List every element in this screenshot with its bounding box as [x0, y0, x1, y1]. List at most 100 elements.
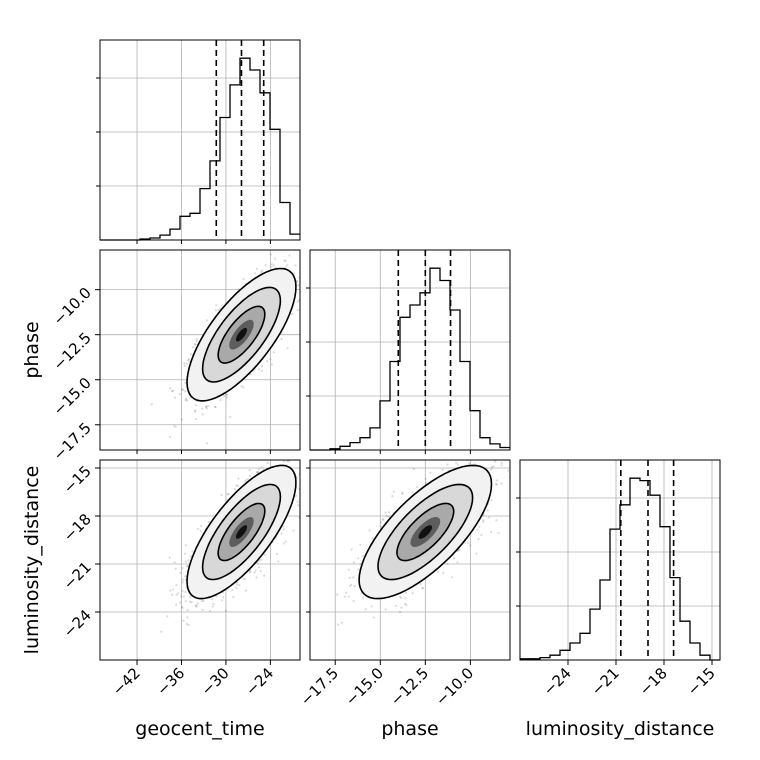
sample-point: [169, 589, 172, 592]
sample-point: [478, 525, 481, 528]
sample-point: [296, 500, 299, 503]
sample-point: [475, 552, 478, 555]
sample-point: [191, 550, 194, 553]
sample-point: [255, 471, 259, 474]
sample-point: [255, 576, 258, 579]
sample-point: [226, 393, 229, 396]
grid-lines: [100, 460, 300, 660]
sample-point: [347, 595, 350, 598]
x-tick-label-geocent_time: −36: [153, 664, 188, 699]
sample-point: [219, 399, 222, 402]
panel-frame: [99, 39, 301, 241]
sample-point: [184, 398, 187, 401]
sample-point: [380, 525, 383, 528]
y-tick-label-luminosity_distance: −24: [60, 606, 95, 641]
sample-point: [181, 388, 184, 391]
sample-point: [480, 534, 483, 537]
sample-point: [215, 595, 218, 598]
histogram-geocent_time: [100, 57, 300, 241]
sample-point: [204, 405, 208, 409]
sample-point: [253, 571, 256, 574]
sample-point: [495, 447, 497, 449]
y-tick-label-phase: −10.0: [50, 284, 95, 329]
sample-point: [307, 250, 309, 252]
sample-point: [173, 396, 176, 399]
sample-point: [180, 605, 183, 608]
sample-point: [285, 451, 287, 453]
sample-point: [220, 493, 223, 497]
sample-point: [399, 611, 402, 614]
y-tick-label-luminosity_distance: −15: [60, 462, 95, 497]
sample-point: [513, 468, 515, 470]
sample-point: [184, 381, 187, 384]
y-tick-label-phase: −15.0: [50, 374, 95, 419]
sample-point: [379, 521, 382, 524]
sample-point: [195, 340, 198, 343]
sample-point: [490, 499, 493, 502]
sample-point: [184, 600, 187, 603]
sample-point: [214, 405, 217, 408]
x-tick-label-phase: −12.5: [387, 664, 432, 709]
sample-point: [188, 358, 191, 361]
sample-point: [269, 253, 272, 256]
sample-point: [416, 485, 419, 489]
sample-point: [392, 490, 395, 493]
sample-point: [280, 337, 283, 341]
sample-point: [419, 583, 422, 586]
scatter-points: [336, 447, 515, 626]
sample-point: [291, 312, 294, 316]
sample-point: [272, 264, 275, 267]
y-tick-label-luminosity_distance: −21: [60, 558, 95, 593]
sample-point: [353, 585, 356, 588]
y-tick-label-luminosity_distance: −18: [60, 510, 95, 545]
sample-point: [223, 395, 226, 398]
sample-point: [401, 492, 404, 496]
sample-point: [411, 592, 414, 595]
sample-point: [395, 604, 398, 608]
sample-point: [166, 615, 169, 618]
sample-point: [468, 462, 471, 465]
sample-point: [304, 256, 306, 258]
sample-point: [222, 596, 225, 599]
sample-point: [185, 622, 188, 626]
sample-point: [297, 504, 300, 507]
sample-point: [307, 278, 309, 280]
sample-point: [189, 353, 192, 356]
sample-point: [512, 465, 514, 467]
sample-point: [185, 544, 188, 547]
x-tick-label-phase: −17.5: [297, 664, 342, 709]
sample-point: [211, 598, 214, 601]
sample-point: [283, 259, 286, 262]
sample-point: [175, 593, 178, 596]
sample-point: [285, 264, 288, 267]
sample-point: [371, 537, 374, 540]
sample-point: [284, 540, 287, 543]
sample-point: [187, 623, 190, 627]
sample-point: [424, 481, 427, 484]
sample-point: [494, 460, 497, 463]
sample-point: [500, 461, 503, 464]
sample-point: [372, 616, 375, 619]
sample-point: [446, 562, 449, 565]
sample-point: [233, 488, 236, 491]
sample-point: [171, 389, 174, 392]
sample-point: [458, 548, 461, 551]
sample-point: [368, 529, 371, 532]
sample-point: [184, 390, 187, 393]
sample-point: [193, 343, 196, 346]
sample-point: [160, 630, 163, 633]
sample-point: [348, 576, 351, 579]
sample-point: [205, 405, 208, 408]
sample-point: [495, 519, 498, 522]
sample-point: [269, 358, 272, 361]
sample-point: [421, 587, 425, 590]
sample-point: [401, 491, 404, 494]
sample-point: [235, 583, 239, 586]
sample-point: [253, 272, 256, 275]
sample-point: [281, 442, 283, 444]
sample-point: [483, 456, 485, 458]
sample-point: [183, 362, 186, 365]
sample-point: [436, 570, 440, 573]
sample-point: [260, 466, 263, 469]
sample-point: [168, 435, 172, 438]
